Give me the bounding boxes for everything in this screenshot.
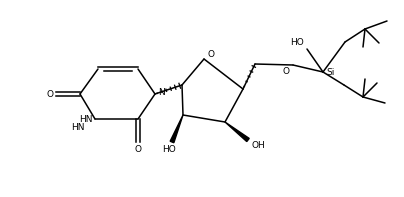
Text: OH: OH (251, 141, 265, 151)
Text: HN: HN (80, 114, 93, 124)
Text: O: O (282, 67, 290, 75)
Polygon shape (225, 122, 249, 142)
Text: HO: HO (162, 146, 176, 154)
Text: HO: HO (290, 37, 304, 46)
Text: Si: Si (326, 68, 335, 76)
Text: O: O (46, 89, 53, 98)
Text: HN: HN (72, 123, 85, 132)
Polygon shape (170, 115, 183, 143)
Text: O: O (135, 145, 141, 153)
Text: N: N (158, 87, 165, 97)
Text: O: O (208, 49, 215, 59)
